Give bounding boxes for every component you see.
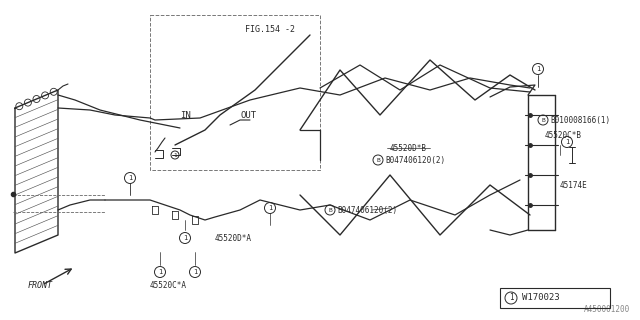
Text: 1: 1 — [158, 269, 162, 275]
Bar — [500, 288, 610, 308]
Text: 45520C*A: 45520C*A — [150, 281, 187, 290]
Text: A450001200: A450001200 — [584, 305, 630, 314]
Text: B010008166(1): B010008166(1) — [550, 116, 610, 124]
Text: 1: 1 — [565, 139, 569, 145]
Text: B: B — [376, 157, 380, 163]
Text: FIG.154 -2: FIG.154 -2 — [245, 25, 295, 34]
Text: 45174E: 45174E — [560, 180, 588, 189]
Text: FRONT: FRONT — [28, 281, 53, 290]
Text: 1: 1 — [193, 269, 197, 275]
Text: 1: 1 — [128, 175, 132, 181]
Text: 1: 1 — [173, 153, 177, 157]
Text: 1: 1 — [268, 205, 272, 211]
Text: W170023: W170023 — [522, 293, 559, 302]
Text: 45520D*A: 45520D*A — [215, 234, 252, 243]
Text: IN: IN — [180, 110, 191, 119]
Text: B: B — [328, 207, 332, 212]
Text: B047406120(2): B047406120(2) — [337, 205, 397, 214]
Text: 1: 1 — [536, 66, 540, 72]
Text: 1: 1 — [183, 235, 187, 241]
Text: B: B — [541, 117, 545, 123]
Text: OUT: OUT — [240, 110, 256, 119]
Text: 45520D*B: 45520D*B — [390, 143, 427, 153]
Text: 45520C*B: 45520C*B — [545, 131, 582, 140]
Text: 1: 1 — [509, 293, 513, 302]
Text: B047406120(2): B047406120(2) — [385, 156, 445, 164]
